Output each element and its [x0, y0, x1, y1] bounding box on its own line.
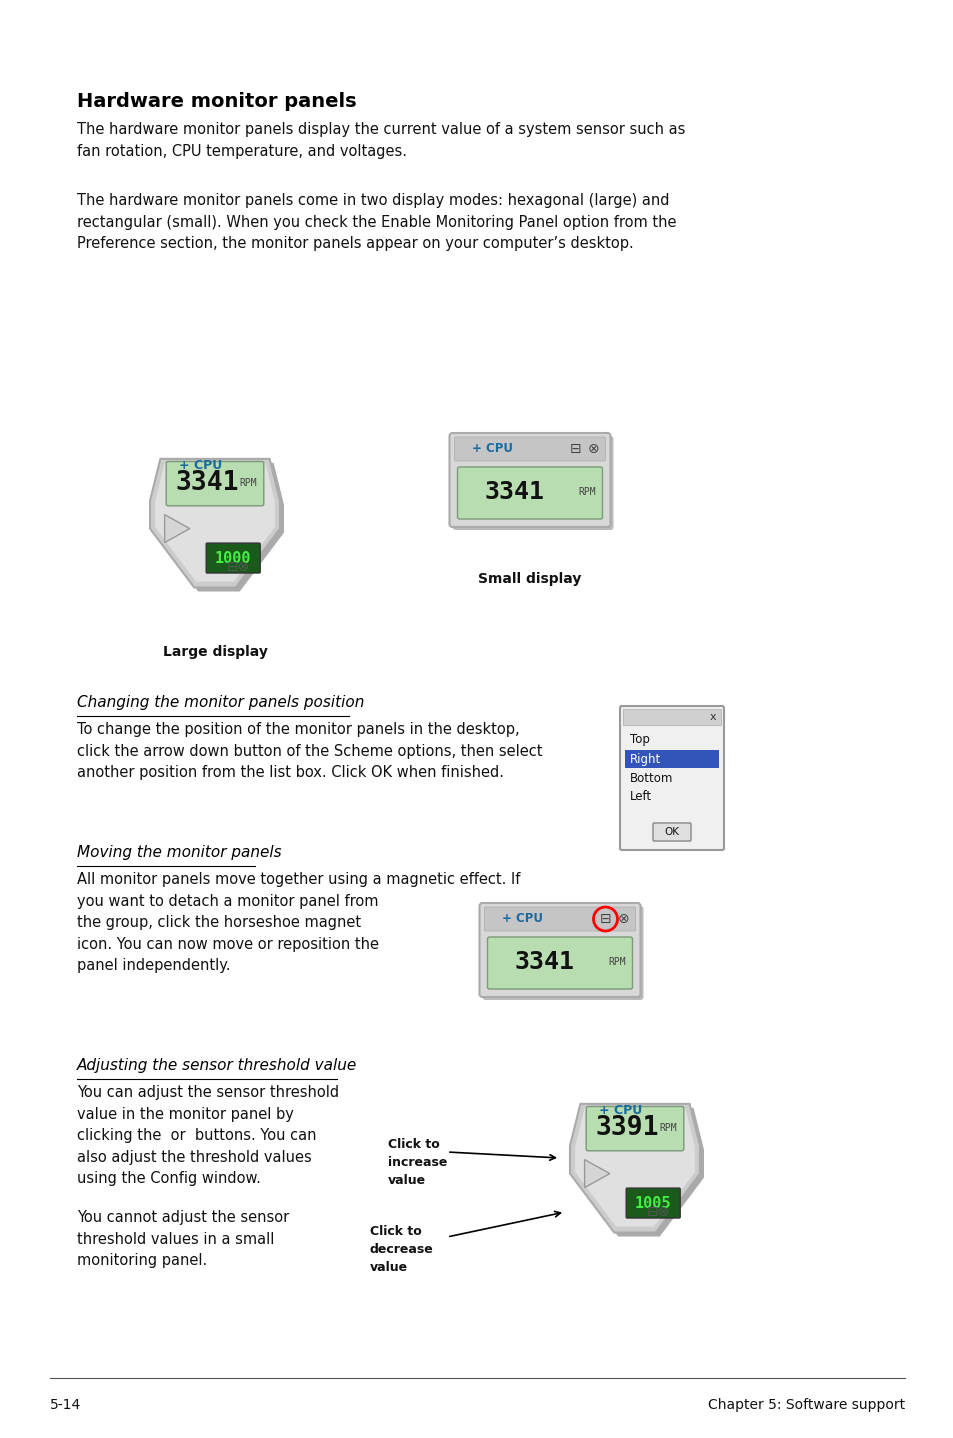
- Text: ⊗: ⊗: [587, 441, 598, 456]
- Text: RPM: RPM: [608, 958, 626, 966]
- Text: 3341: 3341: [484, 480, 544, 505]
- Text: Adjusting the sensor threshold value: Adjusting the sensor threshold value: [77, 1058, 356, 1073]
- FancyBboxPatch shape: [166, 462, 264, 506]
- FancyBboxPatch shape: [457, 467, 602, 519]
- Polygon shape: [569, 1104, 700, 1232]
- Polygon shape: [574, 1107, 703, 1237]
- FancyBboxPatch shape: [484, 907, 635, 930]
- Text: The hardware monitor panels come in two display modes: hexagonal (large) and
rec: The hardware monitor panels come in two …: [77, 193, 676, 252]
- FancyBboxPatch shape: [652, 823, 690, 841]
- FancyBboxPatch shape: [479, 903, 639, 997]
- Polygon shape: [165, 515, 190, 542]
- Text: Small display: Small display: [477, 572, 581, 587]
- Text: RPM: RPM: [239, 477, 256, 487]
- FancyBboxPatch shape: [585, 1106, 683, 1150]
- Text: Top: Top: [629, 733, 649, 746]
- Text: RPM: RPM: [659, 1123, 676, 1133]
- Text: You can adjust the sensor threshold
value in the monitor panel by
clicking the  : You can adjust the sensor threshold valu…: [77, 1086, 338, 1186]
- Text: + CPU: + CPU: [472, 443, 513, 456]
- FancyBboxPatch shape: [624, 751, 719, 768]
- FancyBboxPatch shape: [454, 437, 605, 462]
- Text: 3341: 3341: [175, 470, 238, 496]
- Text: + CPU: + CPU: [178, 459, 222, 472]
- Text: Bottom: Bottom: [629, 772, 673, 785]
- Text: ⊟: ⊟: [569, 441, 580, 456]
- Text: Left: Left: [629, 791, 652, 804]
- Text: All monitor panels move together using a magnetic effect. If
you want to detach : All monitor panels move together using a…: [77, 871, 519, 974]
- Text: ⊟⊗: ⊟⊗: [646, 1205, 669, 1219]
- Text: Large display: Large display: [162, 646, 267, 659]
- Text: Changing the monitor panels position: Changing the monitor panels position: [77, 695, 364, 710]
- Text: Click to
increase
value: Click to increase value: [388, 1137, 447, 1186]
- FancyBboxPatch shape: [625, 1188, 679, 1218]
- Text: 3341: 3341: [515, 951, 575, 974]
- Text: Right: Right: [629, 752, 660, 765]
- Text: Hardware monitor panels: Hardware monitor panels: [77, 92, 356, 111]
- Text: x: x: [709, 712, 716, 722]
- FancyBboxPatch shape: [449, 433, 610, 526]
- Text: Click to
decrease
value: Click to decrease value: [370, 1225, 434, 1274]
- FancyBboxPatch shape: [206, 544, 260, 572]
- Polygon shape: [154, 463, 275, 582]
- Text: ⊟⊗: ⊟⊗: [227, 561, 250, 574]
- Text: 5-14: 5-14: [50, 1398, 81, 1412]
- Text: ⊗: ⊗: [617, 912, 629, 926]
- Text: Moving the monitor panels: Moving the monitor panels: [77, 846, 281, 860]
- Text: OK: OK: [664, 827, 679, 837]
- Text: RPM: RPM: [578, 487, 596, 498]
- FancyBboxPatch shape: [487, 938, 632, 989]
- Text: 1005: 1005: [635, 1195, 671, 1211]
- Text: The hardware monitor panels display the current value of a system sensor such as: The hardware monitor panels display the …: [77, 122, 684, 158]
- Text: + CPU: + CPU: [502, 913, 543, 926]
- Polygon shape: [584, 1159, 609, 1188]
- Polygon shape: [153, 463, 284, 591]
- Text: ⊟: ⊟: [599, 912, 611, 926]
- Text: To change the position of the monitor panels in the desktop,
click the arrow dow: To change the position of the monitor pa…: [77, 722, 542, 781]
- FancyBboxPatch shape: [482, 906, 643, 999]
- FancyBboxPatch shape: [619, 706, 723, 850]
- FancyBboxPatch shape: [622, 709, 720, 725]
- Text: 1000: 1000: [214, 551, 252, 565]
- Text: Chapter 5: Software support: Chapter 5: Software support: [707, 1398, 904, 1412]
- Text: + CPU: + CPU: [598, 1104, 641, 1117]
- FancyBboxPatch shape: [452, 436, 613, 531]
- Polygon shape: [150, 459, 280, 588]
- Text: You cannot adjust the sensor
threshold values in a small
monitoring panel.: You cannot adjust the sensor threshold v…: [77, 1209, 289, 1268]
- Text: 3391: 3391: [595, 1114, 659, 1140]
- Polygon shape: [574, 1107, 695, 1227]
